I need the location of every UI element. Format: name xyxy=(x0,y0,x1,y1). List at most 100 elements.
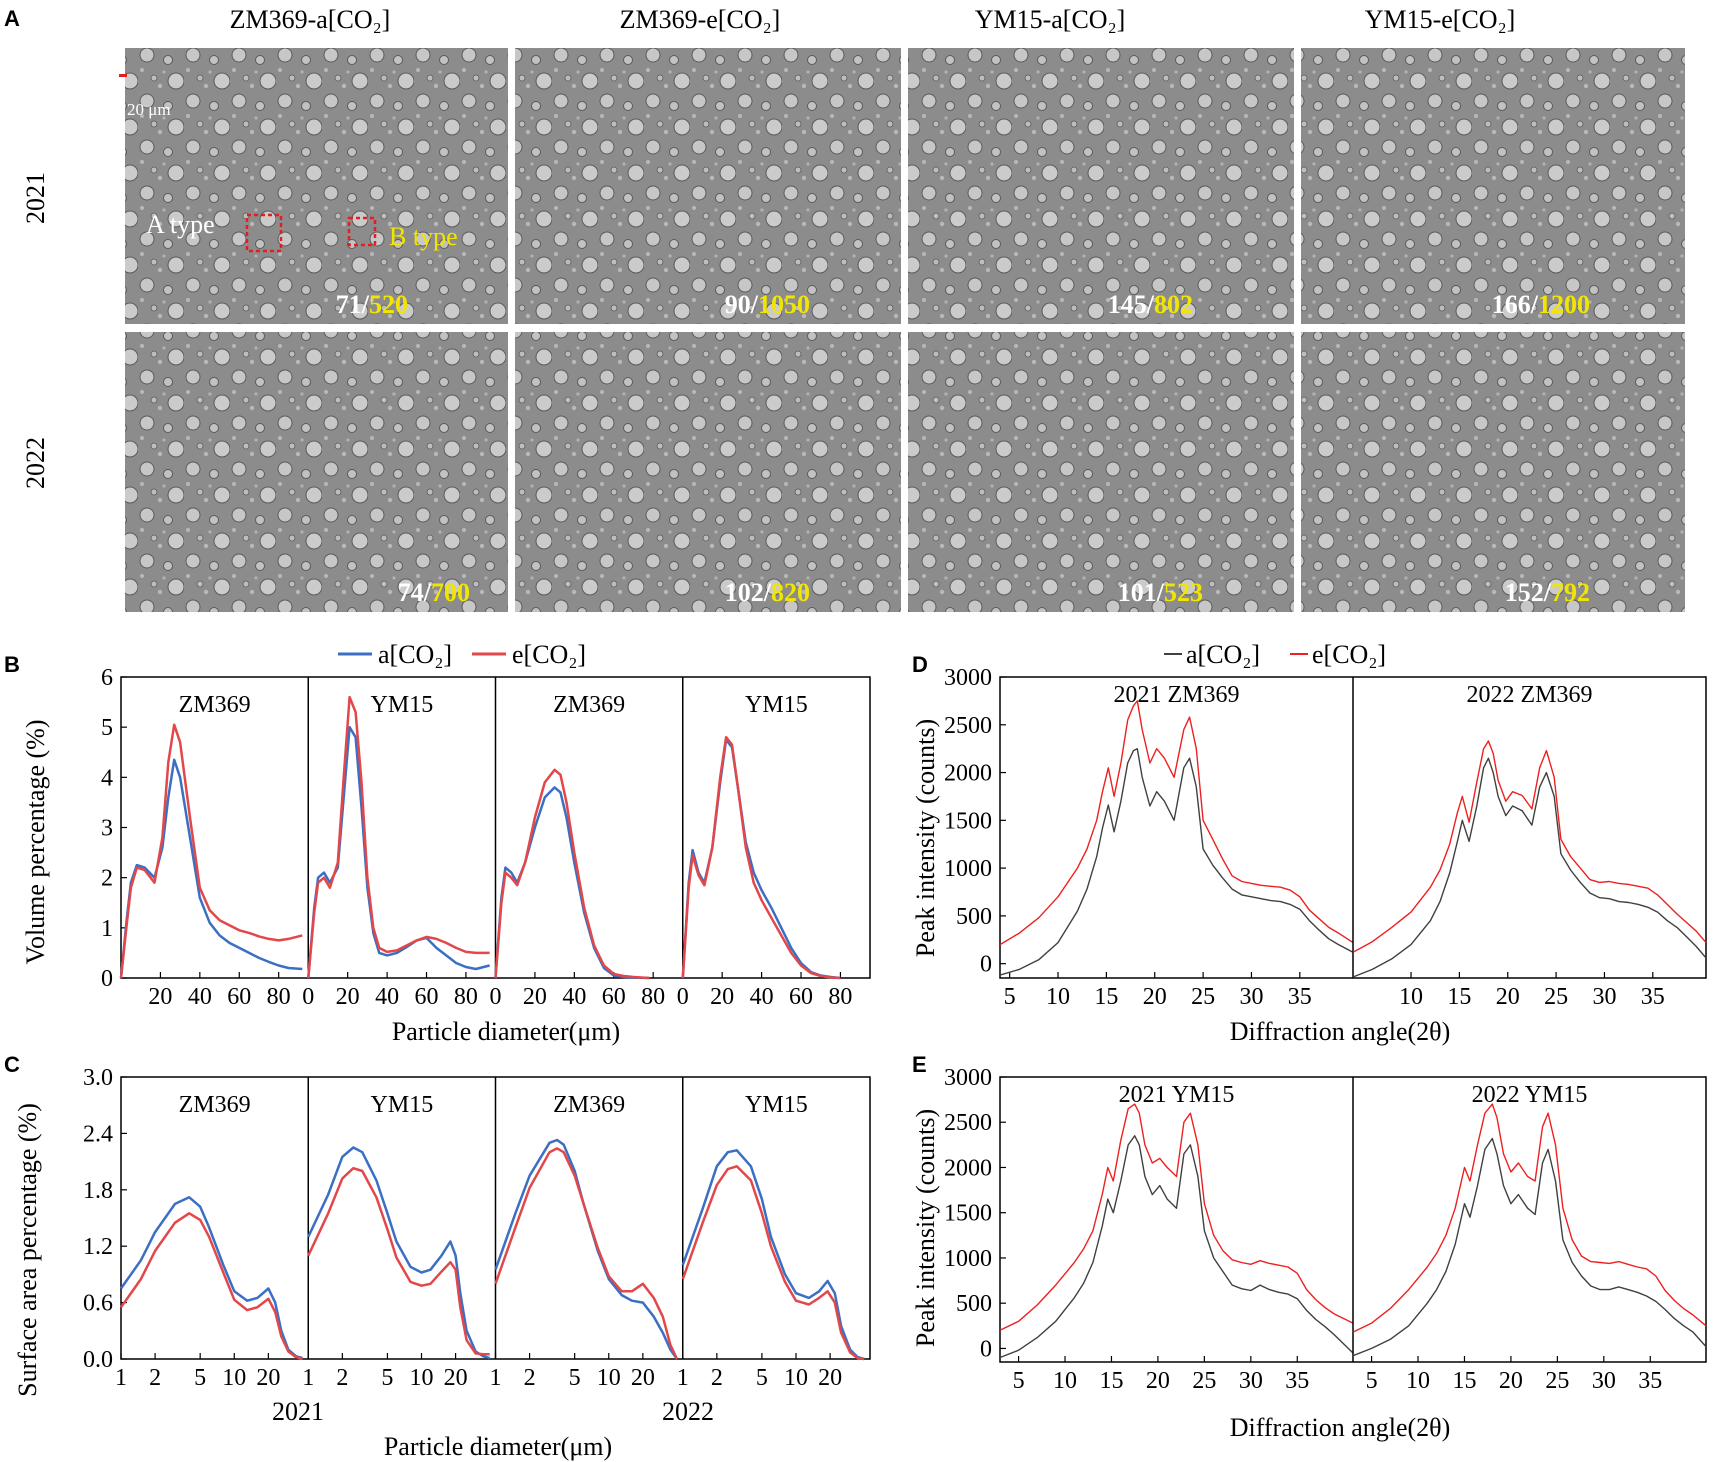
series-line-a xyxy=(119,758,303,979)
y-tick-label: 3000 xyxy=(944,665,992,691)
series-line-e xyxy=(1352,740,1707,953)
x-tick-label: 40 xyxy=(375,984,399,1010)
b-count: 802 xyxy=(1154,290,1193,319)
series-line-a xyxy=(1352,757,1707,978)
panel-c-x-axis-title: Particle diameter(μm) xyxy=(384,1432,612,1461)
a-count: 90 xyxy=(725,290,751,319)
x-tick-label: 10 xyxy=(597,1365,621,1391)
x-tick-label: 15 xyxy=(1452,1368,1476,1394)
y-tick-label: 0.0 xyxy=(83,1347,113,1373)
series-line-e xyxy=(681,735,841,980)
x-tick-label: 2 xyxy=(336,1365,348,1391)
series-line-e xyxy=(119,1212,303,1361)
x-tick-label: 10 xyxy=(1406,1368,1430,1394)
legend-label-a: a[CO₂] xyxy=(1186,640,1260,669)
x-tick-label: 60 xyxy=(789,984,813,1010)
y-tick-label: 3000 xyxy=(944,1065,992,1091)
x-tick-label: 30 xyxy=(1239,1368,1263,1394)
legend-label-a: a[CO₂] xyxy=(378,640,452,669)
x-tick-label: 20 xyxy=(336,984,360,1010)
sem-column-header-1: ZM369-a[CO₂] xyxy=(230,5,391,34)
x-tick-label: 10 xyxy=(1399,984,1423,1010)
y-tick-label: 2000 xyxy=(944,1155,992,1181)
x-tick-label: 5 xyxy=(381,1365,393,1391)
sem-column-header-4: YM15-e[CO₂] xyxy=(1365,5,1516,34)
sem-image-2022-ym15-a: 101/523 xyxy=(908,332,1294,612)
scale-bar-label: 20 μm xyxy=(127,100,171,119)
x-tick-label: 15 xyxy=(1447,984,1471,1010)
series-line-a xyxy=(494,1138,679,1360)
subplot-title: 2021 ZM369 xyxy=(1114,682,1240,708)
y-tick-label: 0 xyxy=(980,952,992,978)
x-tick-label: 80 xyxy=(267,984,291,1010)
b-type-box xyxy=(347,216,377,247)
series-line-a xyxy=(999,748,1354,976)
subplot-title: 2021 YM15 xyxy=(1119,1082,1235,1108)
x-tick-label: 15 xyxy=(1094,984,1118,1010)
sem-image-2022-zm369-e: 102/820 xyxy=(515,332,901,612)
y-tick-label: 1000 xyxy=(944,856,992,882)
x-tick-label: 30 xyxy=(1592,984,1616,1010)
x-tick-label: 25 xyxy=(1545,1368,1569,1394)
y-tick-label: 3.0 xyxy=(83,1065,113,1091)
svg-text:152/792: 152/792 xyxy=(1505,578,1590,607)
x-tick-label: 60 xyxy=(602,984,626,1010)
x-tick-label: 40 xyxy=(750,984,774,1010)
y-tick-label: 5 xyxy=(101,715,113,741)
panel-label-d: D xyxy=(912,652,928,677)
y-tick-label: 500 xyxy=(956,904,992,930)
sem-image-2021-zm369-a: 20 μm A type B type 71/520 xyxy=(119,48,508,324)
x-tick-label: 5 xyxy=(756,1365,768,1391)
x-tick-label: 5 xyxy=(194,1365,206,1391)
panel-e-y-axis-title: Peak intensity (counts) xyxy=(911,1109,940,1347)
x-tick-label: 10 xyxy=(1053,1368,1077,1394)
a-type-box xyxy=(245,213,283,253)
panel-d-x-axis-title: Diffraction angle(2θ) xyxy=(1230,1017,1451,1046)
panel-label-c: C xyxy=(4,1052,20,1077)
subplot-title: ZM369 xyxy=(179,1092,251,1118)
sem-row-label-2021: 2021 xyxy=(21,172,50,224)
b-count: 520 xyxy=(369,290,408,319)
x-tick-label: 20 xyxy=(148,984,172,1010)
b-count: 820 xyxy=(771,578,810,607)
x-tick-label: 10 xyxy=(222,1365,246,1391)
b-count: 1200 xyxy=(1538,290,1590,319)
a-count: 152 xyxy=(1505,578,1544,607)
subplot-title: ZM369 xyxy=(553,692,625,718)
x-tick-label: 80 xyxy=(828,984,852,1010)
x-tick-label: 5 xyxy=(569,1365,581,1391)
subplot-title: YM15 xyxy=(371,1092,434,1118)
panel-e-plots: 0 500 1000 1500 2000 2500 3000 2021 YM15 5 10 15 20… xyxy=(944,1065,1707,1394)
x-tick-label: 20 xyxy=(1499,1368,1523,1394)
x-tick-label: 1 xyxy=(302,1365,314,1391)
b-type-label: B type xyxy=(389,222,458,251)
x-tick-label: 0 xyxy=(302,984,314,1010)
panel-b-x-axis-title: Particle diameter(μm) xyxy=(392,1017,620,1046)
y-tick-label: 0.6 xyxy=(83,1291,113,1317)
y-tick-label: 1500 xyxy=(944,1201,992,1227)
sem-image-2022-ym15-e: 152/792 xyxy=(1301,332,1685,612)
x-tick-label: 60 xyxy=(415,984,439,1010)
series-line-e xyxy=(494,1147,679,1360)
legend-label-e: e[CO₂] xyxy=(512,640,586,669)
subplot-title: 2022 ZM369 xyxy=(1467,682,1593,708)
x-tick-label: 20 xyxy=(631,1365,655,1391)
panel-label-b: B xyxy=(4,652,20,677)
x-tick-label: 20 xyxy=(523,984,547,1010)
x-tick-label: 25 xyxy=(1192,1368,1216,1394)
series-line-a xyxy=(1352,1137,1707,1357)
x-tick-label: 1 xyxy=(490,1365,502,1391)
x-tick-label: 80 xyxy=(641,984,665,1010)
x-tick-label: 35 xyxy=(1285,1368,1309,1394)
x-tick-label: 35 xyxy=(1638,1368,1662,1394)
y-tick-label: 1 xyxy=(101,916,113,942)
x-tick-label: 25 xyxy=(1191,984,1215,1010)
x-tick-label: 80 xyxy=(454,984,478,1010)
x-tick-label: 5 xyxy=(1366,1368,1378,1394)
x-tick-label: 30 xyxy=(1592,1368,1616,1394)
panel-d-legend: a[CO₂] e[CO₂] xyxy=(1164,640,1386,669)
sem-image-2021-ym15-a: 145/802 xyxy=(908,48,1294,324)
subplot-title: YM15 xyxy=(745,1092,808,1118)
series-line-a xyxy=(494,786,650,980)
y-tick-label: 1500 xyxy=(944,808,992,834)
